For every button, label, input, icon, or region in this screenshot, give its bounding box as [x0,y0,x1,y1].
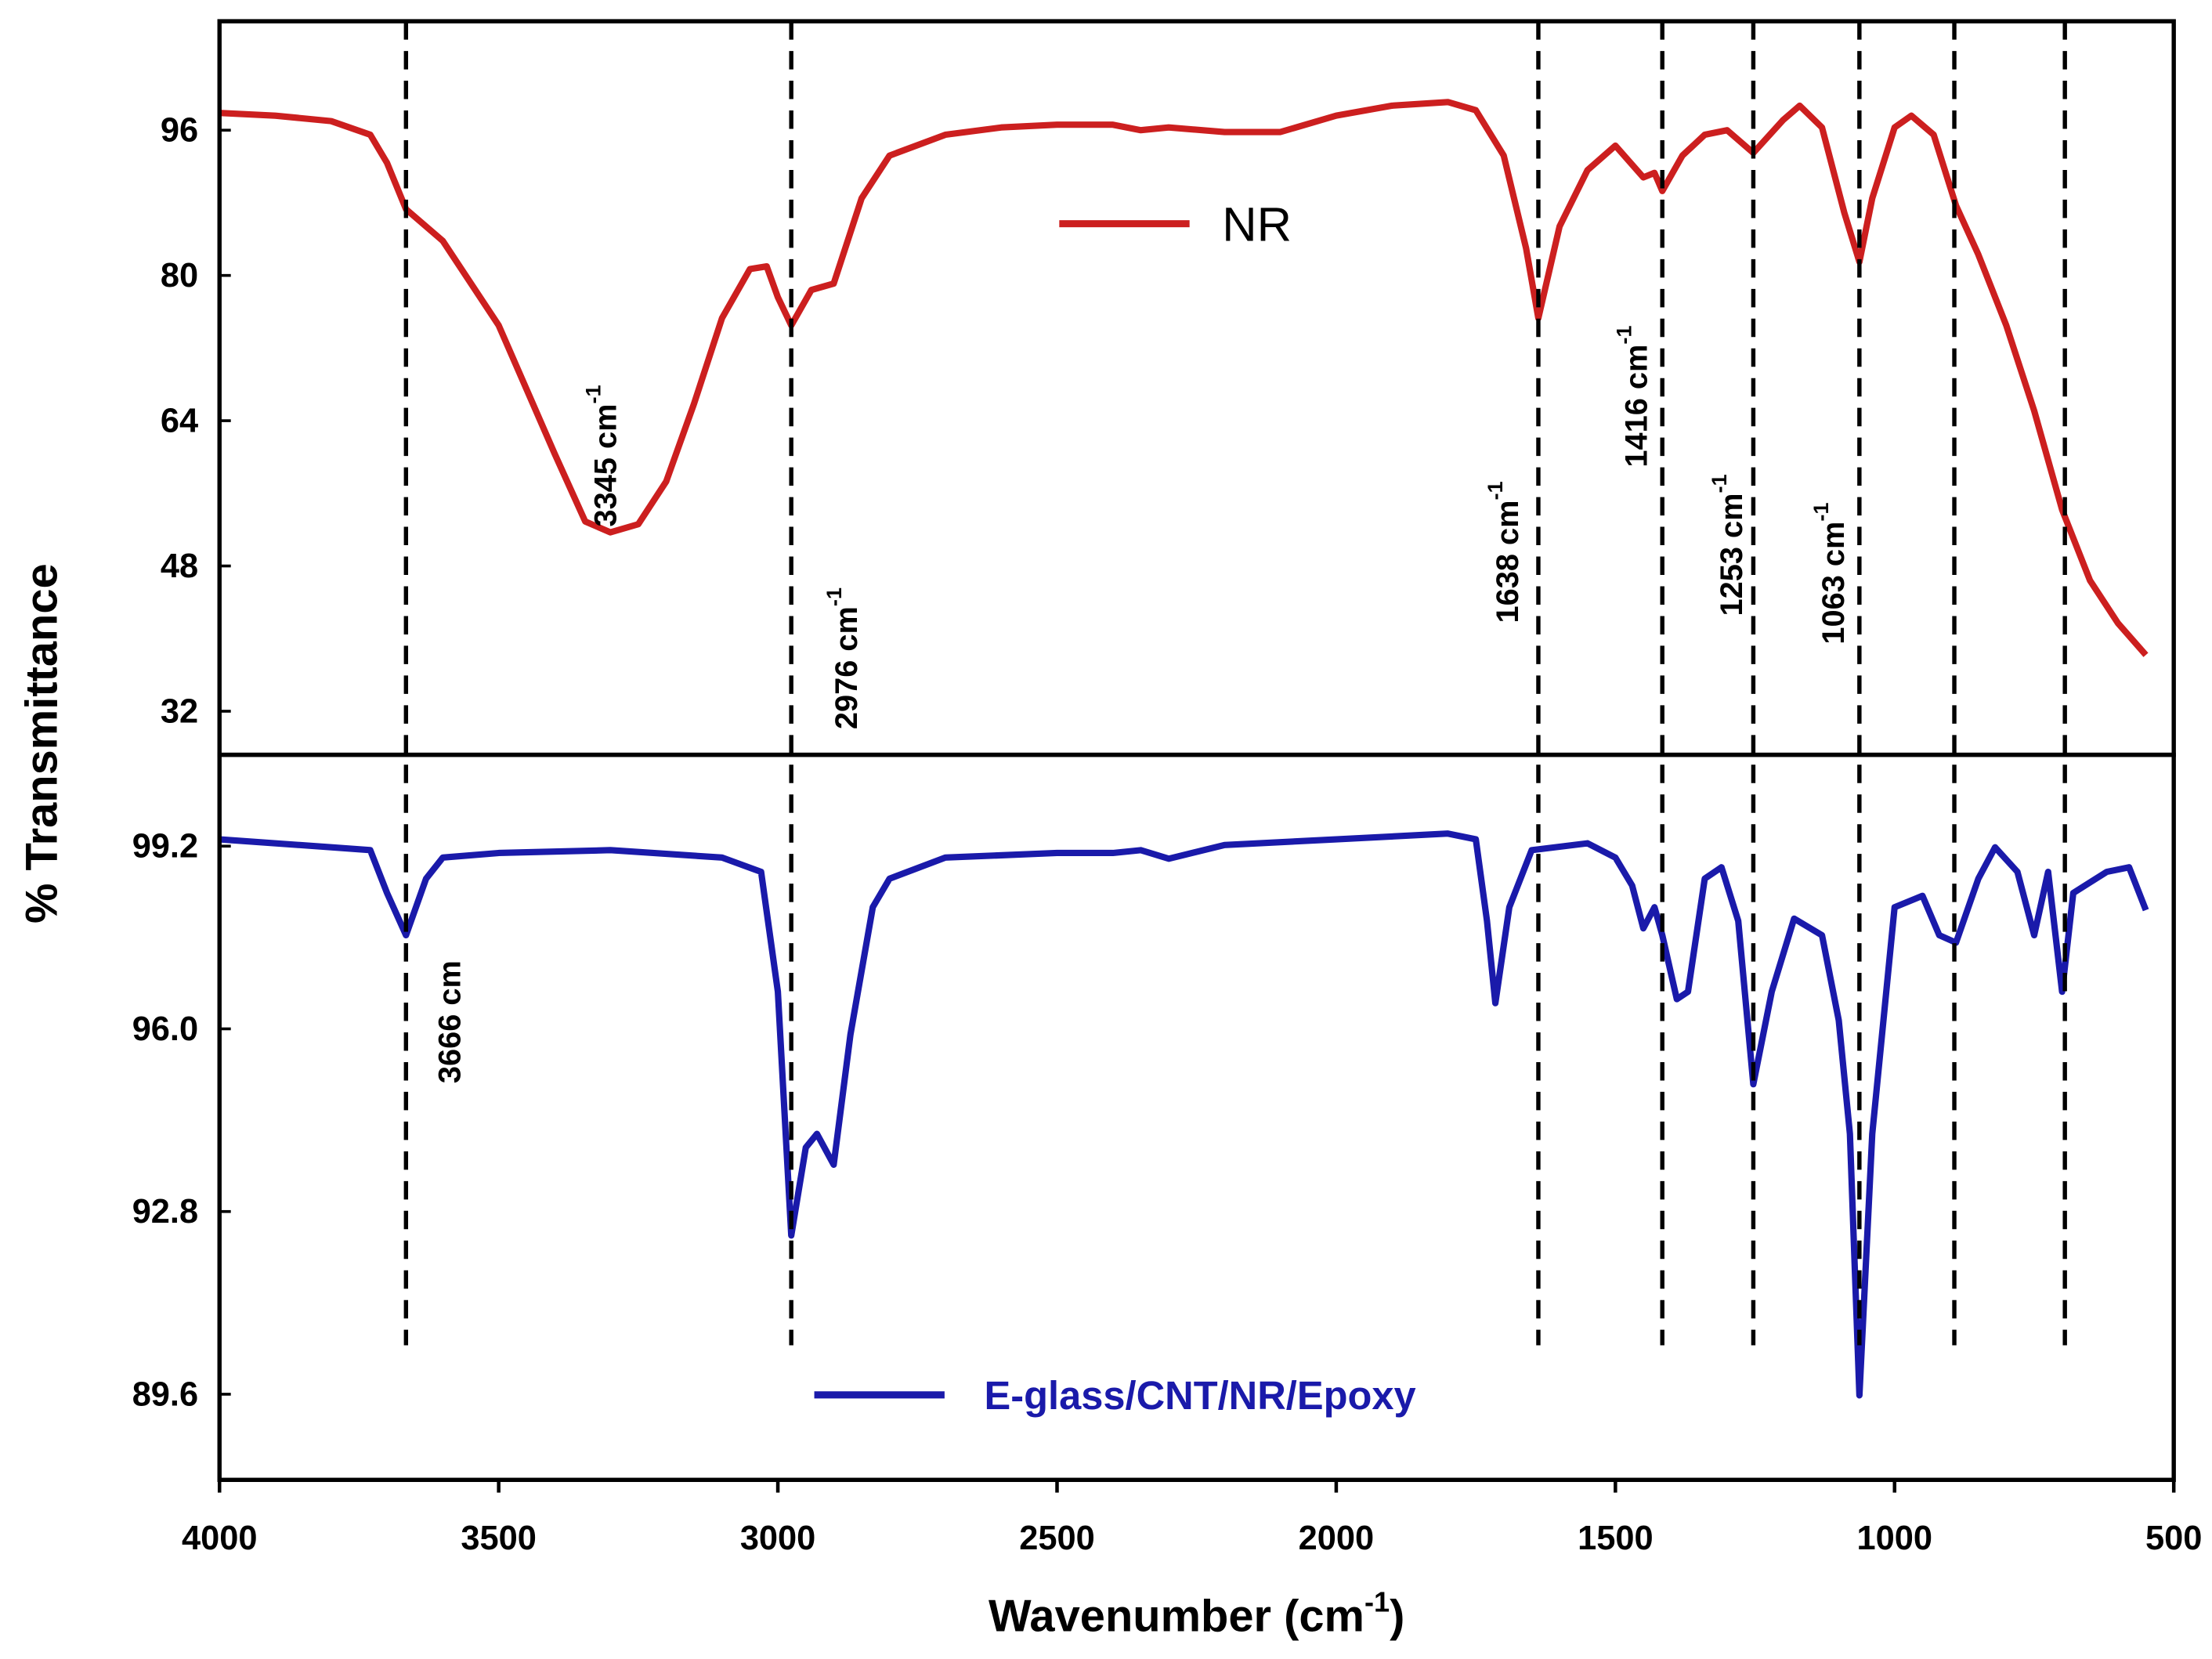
line [219,99,2149,657]
y-tick-label: 96.0 [132,1010,198,1048]
annotation: 1253 cm-1 [1707,474,1749,616]
legend-label: NR [1222,197,1292,251]
y-tick-label: 80 [161,257,198,295]
annotation: 2976 cm-1 [822,587,864,729]
x-tick-label: 500 [2145,1520,2202,1557]
x-axis-title-end: ) [1390,1592,1404,1642]
annotation-text: 1253 cm [1715,493,1749,616]
y-tick-label: 96 [161,112,198,150]
x-tick-label: 1500 [1578,1520,1654,1557]
annotation-sup: -1 [822,587,846,606]
annotation: 1063 cm-1 [1809,503,1851,645]
x-tick-label: 2000 [1299,1520,1375,1557]
y-tick-label: 89.6 [132,1375,198,1413]
legend-label: E-glass/CNT/NR/Epoxy [985,1373,1416,1418]
annotation: 3345 cm-1 [581,385,623,526]
annotation-sup: -1 [1483,481,1507,500]
x-tick-label: 3000 [740,1520,816,1557]
annotation-sup: -1 [1612,326,1636,345]
annotation-sup: -1 [1707,474,1731,493]
annotation-text: 1063 cm [1816,522,1851,645]
annotation: 1638 cm-1 [1483,481,1525,623]
x-axis-title: Wavenumber (cm-1) [989,1585,1404,1641]
annotation-text: 1416 cm [1620,345,1654,468]
x-tick-label: 4000 [182,1520,258,1557]
line [219,830,2149,1399]
y-tick-label: 92.8 [132,1193,198,1231]
annotation-sup: -1 [581,385,605,403]
annotation: 1416 cm-1 [1612,326,1654,468]
annotation-text: 2976 cm [830,606,864,729]
y-axis-title: % Transmittance [16,563,67,923]
annotation: 3666 cm [433,960,468,1083]
annotation-sup: -1 [1809,503,1833,522]
x-axis-title-sup: -1 [1364,1585,1390,1617]
y-tick-label: 99.2 [132,828,198,866]
y-tick-label: 32 [161,692,198,730]
x-tick-label: 3500 [461,1520,537,1557]
y-tick-label: 48 [161,548,198,585]
plot-frame [217,752,2176,1483]
annotation-text: 3345 cm [588,404,623,527]
annotation-text: 1638 cm [1491,500,1525,623]
x-tick-label: 2500 [1019,1520,1095,1557]
y-tick-label: 64 [161,403,198,440]
annotation-text: 3666 cm [433,960,468,1083]
x-tick-label: 1000 [1857,1520,1933,1557]
x-axis-title-text: Wavenumber (cm [989,1592,1364,1642]
